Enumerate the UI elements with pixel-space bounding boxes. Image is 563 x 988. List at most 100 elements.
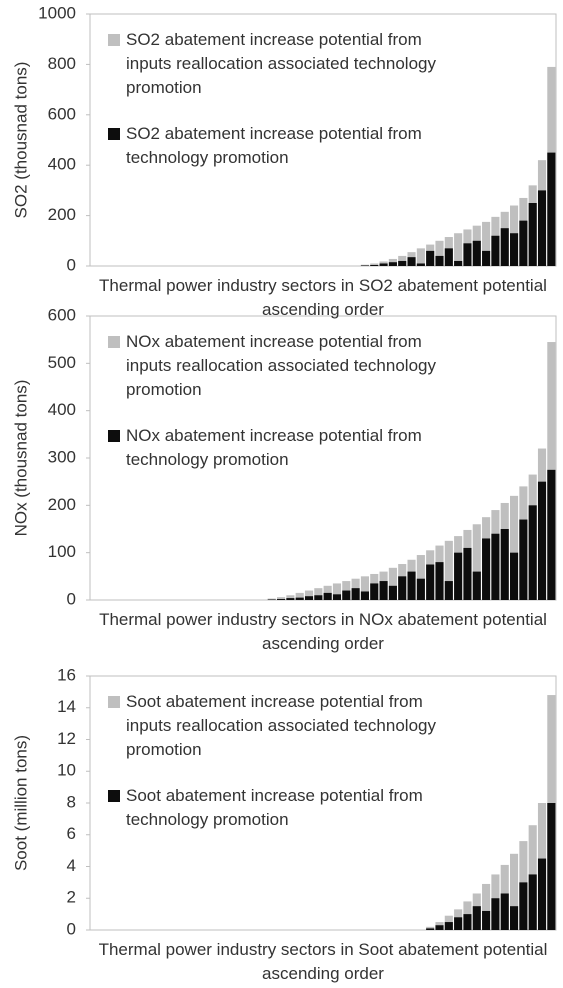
legend-item: Soot abatement increase potential from i…	[108, 690, 448, 762]
bar	[547, 469, 556, 600]
bar	[416, 555, 425, 600]
bar	[435, 240, 444, 266]
bar	[472, 571, 481, 600]
bar	[360, 576, 369, 600]
bar	[510, 233, 519, 266]
y-tick-label: 100	[48, 542, 76, 561]
y-tick-label: 14	[57, 697, 76, 716]
legend-swatch	[108, 696, 120, 708]
bar	[295, 597, 304, 600]
bar	[286, 598, 295, 600]
legend-swatch	[108, 34, 120, 46]
bar	[360, 591, 369, 600]
legend: Soot abatement increase potential from i…	[108, 690, 448, 854]
y-tick-label: 300	[48, 447, 76, 466]
bar	[388, 262, 397, 266]
y-tick-label: 800	[48, 54, 76, 73]
bar	[519, 882, 528, 930]
bar	[323, 592, 332, 600]
legend-swatch	[108, 790, 120, 802]
legend-label: NOx abatement increase potential from te…	[126, 426, 422, 469]
bar	[472, 906, 481, 930]
legend-item: NOx abatement increase potential from te…	[108, 424, 448, 472]
bar	[454, 552, 463, 600]
bar	[416, 248, 425, 266]
bar	[547, 803, 556, 930]
bar	[444, 581, 453, 600]
bar	[435, 255, 444, 266]
bar	[360, 264, 369, 266]
legend-item: Soot abatement increase potential from t…	[108, 784, 448, 832]
bar	[398, 576, 407, 600]
y-tick-label: 12	[57, 729, 76, 748]
bar	[454, 260, 463, 266]
bar	[454, 917, 463, 930]
legend-swatch	[108, 336, 120, 348]
bar	[267, 598, 276, 600]
bar	[360, 265, 369, 266]
y-tick-label: 400	[48, 155, 76, 174]
bar	[370, 264, 379, 266]
bar	[426, 250, 435, 266]
legend-label: NOx abatement increase potential from in…	[126, 332, 436, 399]
bar	[416, 263, 425, 266]
bar	[454, 233, 463, 266]
legend-label: Soot abatement increase potential from i…	[126, 692, 436, 759]
bar	[304, 596, 314, 600]
y-tick-label: 8	[67, 792, 76, 811]
bar	[528, 203, 537, 266]
bar	[444, 248, 453, 266]
bar	[491, 533, 500, 600]
bar	[388, 585, 397, 600]
bar	[370, 583, 379, 600]
bar	[295, 592, 304, 600]
bar	[332, 594, 342, 600]
bar	[510, 906, 519, 930]
y-tick-label: 1000	[38, 3, 76, 22]
plot-frame	[89, 13, 557, 267]
y-axis-label: SO2 (thousnad tons)	[11, 62, 30, 219]
bar	[379, 581, 388, 600]
bar	[547, 152, 556, 266]
bar	[519, 519, 528, 600]
bar	[472, 240, 481, 266]
bar	[463, 547, 472, 600]
legend-label: SO2 abatement increase potential from te…	[126, 124, 422, 167]
x-axis-label: Thermal power industry sectors in Soot a…	[98, 940, 548, 983]
legend-swatch	[108, 128, 120, 140]
bar	[388, 567, 397, 600]
bar	[370, 263, 379, 266]
y-tick-label: 16	[57, 665, 76, 684]
bar	[463, 243, 472, 266]
legend-swatch	[108, 430, 120, 442]
y-tick-label: 200	[48, 495, 76, 514]
bar	[277, 597, 286, 600]
y-tick-label: 0	[67, 589, 76, 608]
y-tick-label: 400	[48, 400, 76, 419]
bar	[482, 538, 491, 600]
bar	[500, 228, 509, 266]
bar	[398, 260, 407, 266]
bar	[537, 481, 547, 600]
bar	[277, 599, 286, 600]
bar	[482, 250, 491, 266]
y-tick-label: 0	[67, 255, 76, 274]
bar	[537, 190, 547, 266]
y-tick-label: 6	[67, 824, 76, 843]
y-tick-label: 600	[48, 104, 76, 123]
x-axis-label: Thermal power industry sectors in SO2 ab…	[99, 276, 547, 319]
bar	[314, 595, 323, 600]
bar	[435, 925, 444, 930]
bar	[528, 874, 537, 930]
y-tick-label: 0	[67, 919, 76, 938]
legend-item: NOx abatement increase potential from in…	[108, 330, 448, 402]
legend-item: SO2 abatement increase potential from in…	[108, 28, 448, 100]
bar	[528, 505, 537, 600]
bar	[435, 562, 444, 600]
bar	[304, 590, 314, 600]
legend: SO2 abatement increase potential from in…	[108, 28, 448, 192]
y-axis-label: NOx (thousnad tons)	[11, 380, 30, 537]
bar	[379, 263, 388, 266]
legend-label: SO2 abatement increase potential from in…	[126, 30, 436, 97]
bar	[510, 853, 519, 930]
